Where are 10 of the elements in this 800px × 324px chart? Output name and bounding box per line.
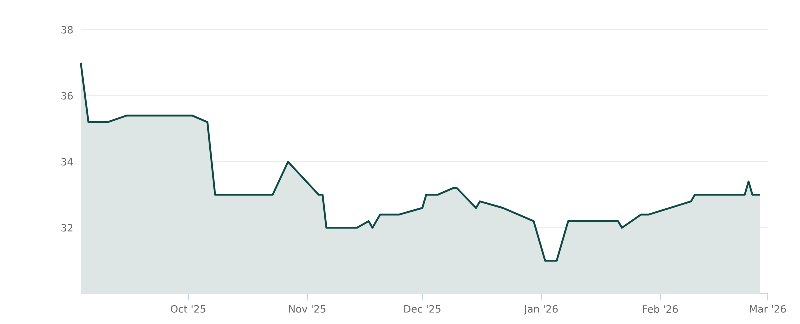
y-tick-label: 32 xyxy=(62,224,73,232)
x-tick-label: Mar '26 xyxy=(750,305,786,313)
y-tick-label: 36 xyxy=(62,92,73,100)
x-tick-label: Jan '26 xyxy=(524,305,558,315)
x-tick-label: Nov '25 xyxy=(289,305,326,313)
x-tick-label: Oct '25 xyxy=(171,305,206,313)
y-tick-label: 34 xyxy=(62,158,74,166)
x-tick-label: Dec '25 xyxy=(404,305,441,313)
y-tick-label: 38 xyxy=(62,26,73,34)
x-tick-label: Feb '26 xyxy=(643,305,678,314)
